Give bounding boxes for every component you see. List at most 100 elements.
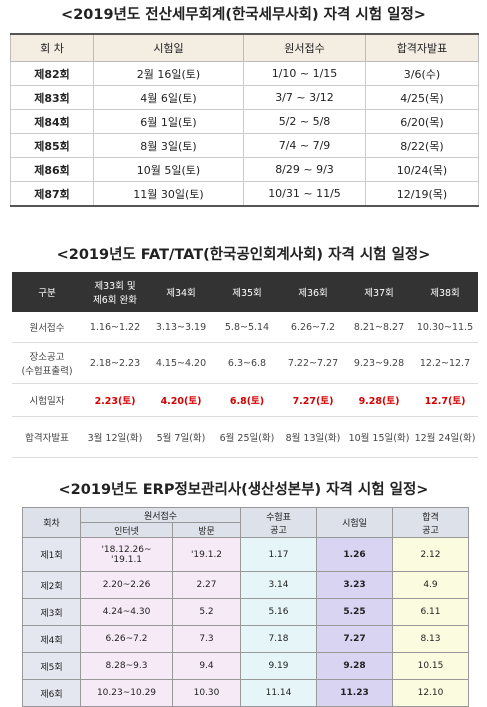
table-cell: 3.14 bbox=[240, 571, 317, 599]
table-cell: 2월 16일(토) bbox=[93, 61, 244, 86]
table-row: 합격자발표 3월 12일(화) 5월 7일(화) 6월 25일(화) 8월 13일(화)… bbox=[12, 416, 478, 458]
header-cell: 제36회 bbox=[280, 272, 346, 312]
row-label: 제86회 bbox=[10, 157, 94, 182]
table-title: <2019년도 전산세무회계(한국세무사회) 자격 시험 일정> bbox=[61, 7, 426, 23]
table-cell: 10/24(목) bbox=[365, 157, 479, 182]
table-cell: 3/7 ~ 3/12 bbox=[243, 85, 366, 110]
table-cell: 6.26~7.2 bbox=[280, 312, 346, 343]
header-cell: 구분 bbox=[12, 272, 82, 312]
row-label: 제2회 bbox=[22, 571, 81, 599]
header-cell: 방문 bbox=[172, 522, 241, 538]
table-cell: 5월 7일(화) bbox=[148, 416, 214, 458]
table-cell: 5.8~5.14 bbox=[214, 312, 280, 343]
table-cell: 8.28~9.3 bbox=[80, 652, 173, 680]
row-label: 제84회 bbox=[10, 109, 94, 134]
table-cell: 10.15 bbox=[392, 652, 469, 680]
table-cell: 10월 15일(화) bbox=[346, 416, 412, 458]
table-cell: 6.8(토) bbox=[214, 383, 280, 417]
table-cell: 8.13 bbox=[392, 625, 469, 653]
table-cell: 12.7(토) bbox=[412, 383, 478, 417]
table-row: 제3회 4.24~4.30 5.2 5.16 5.25 6.11 bbox=[22, 598, 469, 626]
table-cell: 1.26 bbox=[316, 537, 393, 572]
header-cell: 수험표 공고 bbox=[240, 507, 317, 538]
table-cell: 10월 5일(토) bbox=[93, 157, 244, 182]
table-cell: 5/2 ~ 5/8 bbox=[243, 109, 366, 134]
table-row: 제82회 2월 16일(토) 1/10 ~ 1/15 3/6(수) bbox=[10, 61, 479, 86]
header-cell: 제38회 bbox=[412, 272, 478, 312]
table-cell: 10.23~10.29 bbox=[80, 679, 173, 707]
table-row: 제5회 8.28~9.3 9.4 9.19 9.28 10.15 bbox=[22, 652, 469, 680]
table-cell: 9.28 bbox=[316, 652, 393, 680]
header-cell: 제37회 bbox=[346, 272, 412, 312]
table-cell: 12/19(목) bbox=[365, 181, 479, 207]
table-cell: 4.20(토) bbox=[148, 383, 214, 417]
row-label: 제82회 bbox=[10, 61, 94, 86]
schedule-table: 구분 제33회 및 제6회 완화 제34회 제35회 제36회 제37회 제38… bbox=[12, 272, 478, 458]
table-title: <2019년도 ERP정보관리사(생산성본부) 자격 시험 일정> bbox=[58, 482, 429, 498]
header-cell: 회차 bbox=[22, 507, 81, 538]
table-cell: 8/22(목) bbox=[365, 133, 479, 158]
table-cell: 5.25 bbox=[316, 598, 393, 626]
table-cell: 6월 25일(화) bbox=[214, 416, 280, 458]
table-cell: 9.23~9.28 bbox=[346, 342, 412, 384]
table-cell: 9.19 bbox=[240, 652, 317, 680]
table-cell: 4월 6일(토) bbox=[93, 85, 244, 110]
row-label: 원서접수 bbox=[12, 312, 82, 343]
table-cell: 8.21~8.27 bbox=[346, 312, 412, 343]
table-row: 장소공고 (수험표출력) 2.18~2.23 4.15~4.20 6.3~6.8 7.2… bbox=[12, 342, 478, 384]
table-cell: 7/4 ~ 7/9 bbox=[243, 133, 366, 158]
table-row: 제86회 10월 5일(토) 8/29 ~ 9/3 10/24(목) bbox=[10, 157, 479, 182]
table-row: 시험일자 2.23(토) 4.20(토) 6.8(토) 7.27(토) 9.28(토) 12… bbox=[12, 383, 478, 417]
table-cell: 2.18~2.23 bbox=[82, 342, 148, 384]
table-cell: 3.23 bbox=[316, 571, 393, 599]
table-cell: 12.2~12.7 bbox=[412, 342, 478, 384]
row-label: 제85회 bbox=[10, 133, 94, 158]
table-cell: 2.12 bbox=[392, 537, 469, 572]
table-cell: 9.28(토) bbox=[346, 383, 412, 417]
header-cell: 시험일 bbox=[93, 34, 244, 62]
table-cell: 8월 13일(화) bbox=[280, 416, 346, 458]
table-cell: 7.3 bbox=[172, 625, 241, 653]
table-cell: 1/10 ~ 1/15 bbox=[243, 61, 366, 86]
table-cell: 2.20~2.26 bbox=[80, 571, 173, 599]
table-cell: 4/25(목) bbox=[365, 85, 479, 110]
table-cell: '18.12.26~ '19.1.1 bbox=[80, 537, 173, 572]
table-cell: 3.13~3.19 bbox=[148, 312, 214, 343]
table-cell: 4.15~4.20 bbox=[148, 342, 214, 384]
table-cell: '19.1.2 bbox=[172, 537, 241, 572]
table-cell: 11.23 bbox=[316, 679, 393, 707]
table-cell: 8월 3일(토) bbox=[93, 133, 244, 158]
row-label: 제6회 bbox=[22, 679, 81, 707]
table-cell: 6/20(목) bbox=[365, 109, 479, 134]
row-label: 시험일자 bbox=[12, 383, 82, 417]
table-cell: 4.24~4.30 bbox=[80, 598, 173, 626]
schedule-table: 회차 원서접수 수험표 공고 시험일 합격 공고 인터넷 방문 제1회 '18.1… bbox=[22, 507, 469, 707]
row-label: 제87회 bbox=[10, 181, 94, 207]
table-cell: 9.4 bbox=[172, 652, 241, 680]
table-row: 제87회 11월 30일(토) 10/31 ~ 11/5 12/19(목) bbox=[10, 181, 479, 207]
header-cell: 제33회 및 제6회 완화 bbox=[82, 272, 148, 312]
table-cell: 2.23(토) bbox=[82, 383, 148, 417]
row-label: 장소공고 (수험표출력) bbox=[12, 342, 82, 384]
table-row: 제4회 6.26~7.2 7.3 7.18 7.27 8.13 bbox=[22, 625, 469, 653]
header-cell: 합격 공고 bbox=[392, 507, 469, 538]
table-cell: 7.27(토) bbox=[280, 383, 346, 417]
table-cell: 6.26~7.2 bbox=[80, 625, 173, 653]
table-cell: 6.11 bbox=[392, 598, 469, 626]
header-cell: 원서접수 bbox=[80, 507, 241, 523]
table-cell: 5.2 bbox=[172, 598, 241, 626]
row-label: 제4회 bbox=[22, 625, 81, 653]
table-cell: 6.3~6.8 bbox=[214, 342, 280, 384]
row-label: 제3회 bbox=[22, 598, 81, 626]
table-row: 제1회 '18.12.26~ '19.1.1'19.1.2 1.17 1.26 2.12 bbox=[22, 537, 469, 572]
row-label: 제1회 bbox=[22, 537, 81, 572]
table-cell: 7.22~7.27 bbox=[280, 342, 346, 384]
table-cell: 10.30~11.5 bbox=[412, 312, 478, 343]
table-cell: 2.27 bbox=[172, 571, 241, 599]
header-cell: 인터넷 bbox=[80, 522, 173, 538]
table-row: 제2회 2.20~2.26 2.27 3.14 3.23 4.9 bbox=[22, 571, 469, 599]
header-cell: 원서접수 bbox=[243, 34, 366, 62]
table-row: 제6회 10.23~10.29 10.30 11.14 11.23 12.10 bbox=[22, 679, 469, 707]
table-cell: 12.10 bbox=[392, 679, 469, 707]
